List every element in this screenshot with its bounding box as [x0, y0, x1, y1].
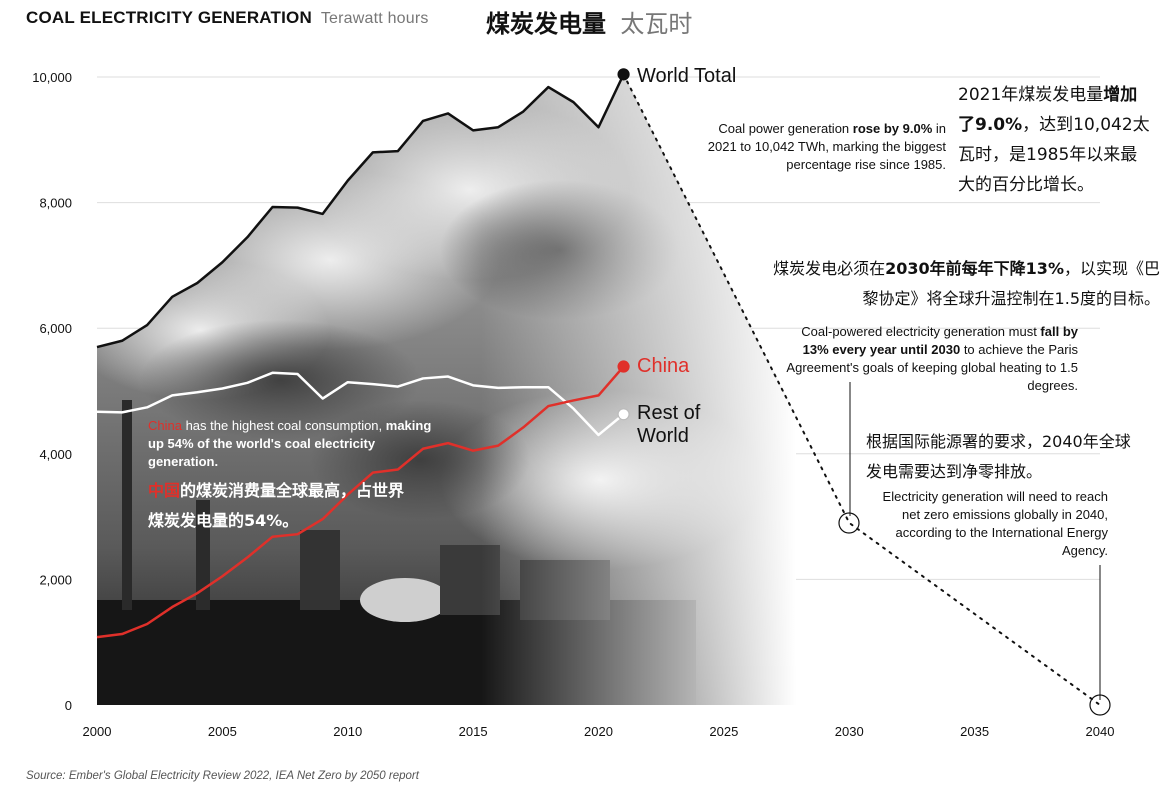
marker-2030-ring [838, 512, 860, 534]
rise-en-bold: rose by 9.0% [852, 121, 933, 136]
x-tick-label: 2005 [208, 724, 237, 739]
annotation-rise-zh: 2021年煤炭发电量增加了9.0%，达到10,042太瓦时，是1985年以来最大… [958, 80, 1154, 200]
series-markers [617, 68, 630, 421]
rise-en-pre: Coal power generation [718, 121, 853, 136]
legend-rest-line1: Rest of [637, 402, 701, 424]
china-en-bold: making up 54% of the world's coal electr… [148, 418, 432, 469]
legend-world-total: World Total [637, 65, 736, 87]
annotation-china-zh: 中国的煤炭消费量全球最高，占世界煤炭发电量的54%。 [148, 476, 408, 536]
end-point-marker-1 [617, 408, 630, 421]
rise-en-post: in 2021 to 10,042 TWh, marking the bigge… [707, 121, 946, 172]
x-tick-label: 2040 [1086, 724, 1115, 739]
china-en-rest: has the highest coal consumption, [181, 418, 386, 433]
fall-en-post: to achieve the Paris Agreement's goals o… [786, 342, 1078, 393]
unit-en: Terawatt hours [320, 10, 429, 27]
rise-zh-post: ，达到10,042太瓦时，是1985年以来最大的百分比增长。 [958, 115, 1150, 195]
fall-zh-pre: 煤炭发电必须在 [773, 259, 886, 278]
title-zh: 煤炭发电量 [486, 10, 606, 38]
y-tick-label: 8,000 [39, 196, 72, 211]
smoke-photo-area [97, 74, 796, 705]
y-tick-label: 4,000 [39, 447, 72, 462]
annotation-fall-en: Coal-powered electricity generation must… [786, 323, 1078, 395]
legend-rest-of-world: Rest of World [637, 402, 701, 447]
series-line-0 [96, 73, 625, 349]
fall-zh-bold: 2030年前每年下降13% [885, 259, 1064, 278]
marker-2040-ring [1089, 694, 1111, 716]
legend-rest-line2: World [637, 425, 689, 447]
series-line-3 [622, 73, 1101, 706]
chart-title-zh: 煤炭发电量 太瓦时 [486, 4, 692, 39]
end-point-marker-2 [617, 360, 630, 373]
series-line-2 [96, 365, 625, 639]
china-zh-rest: 的煤炭消费量全球最高，占世界煤炭发电量的54%。 [148, 481, 405, 530]
end-point-marker-0 [617, 68, 630, 81]
x-tick-label: 2025 [709, 724, 738, 739]
x-tick-label: 2035 [960, 724, 989, 739]
fall-zh-post: ，以实现《巴黎协定》将全球升温控制在1.5度的目标。 [862, 259, 1160, 308]
chart-title: COAL ELECTRICITY GENERATION Terawatt hou… [26, 8, 429, 28]
x-tick-label: 2000 [83, 724, 112, 739]
annotation-fall-zh: 煤炭发电必须在2030年前每年下降13%，以实现《巴黎协定》将全球升温控制在1.… [760, 254, 1160, 314]
legend-china: China [637, 355, 690, 377]
annotation-zero-zh: 根据国际能源署的要求，2040年全球发电需要达到净零排放。 [866, 432, 1131, 481]
x-tick-label: 2015 [459, 724, 488, 739]
rise-zh-pre: 2021年煤炭发电量 [958, 85, 1104, 105]
x-tick-label: 2020 [584, 724, 613, 739]
y-tick-label: 10,000 [32, 70, 72, 85]
china-en-name: China [148, 418, 182, 433]
fall-en-pre: Coal-powered electricity generation must [801, 324, 1041, 339]
unit-zh: 太瓦时 [620, 10, 693, 38]
axes: 0 2,000 4,000 6,000 8,000 10,000 2000 2005 2010 2… [32, 70, 1114, 739]
annotation-rise-en: Coal power generation rose by 9.0% in 20… [690, 120, 946, 174]
annotation-china-en: China has the highest coal consumption, … [148, 417, 438, 471]
y-tick-label: 2,000 [39, 572, 72, 587]
rise-zh-bold: 增加了9.0% [958, 85, 1138, 135]
y-tick-label: 6,000 [39, 321, 72, 336]
china-zh-name: 中国 [148, 481, 181, 500]
x-tick-label: 2030 [835, 724, 864, 739]
x-tick-label: 2010 [333, 724, 362, 739]
series-lines [96, 73, 1101, 706]
fall-en-bold: fall by 13% every year until 2030 [802, 324, 1078, 357]
y-tick-label: 0 [65, 698, 72, 713]
annotation-zero-en: Electricity generation will need to reac… [882, 489, 1108, 558]
title-en: COAL ELECTRICITY GENERATION [26, 8, 312, 27]
series-line-1 [96, 371, 625, 437]
source-note: Source: Ember's Global Electricity Revie… [26, 770, 419, 782]
